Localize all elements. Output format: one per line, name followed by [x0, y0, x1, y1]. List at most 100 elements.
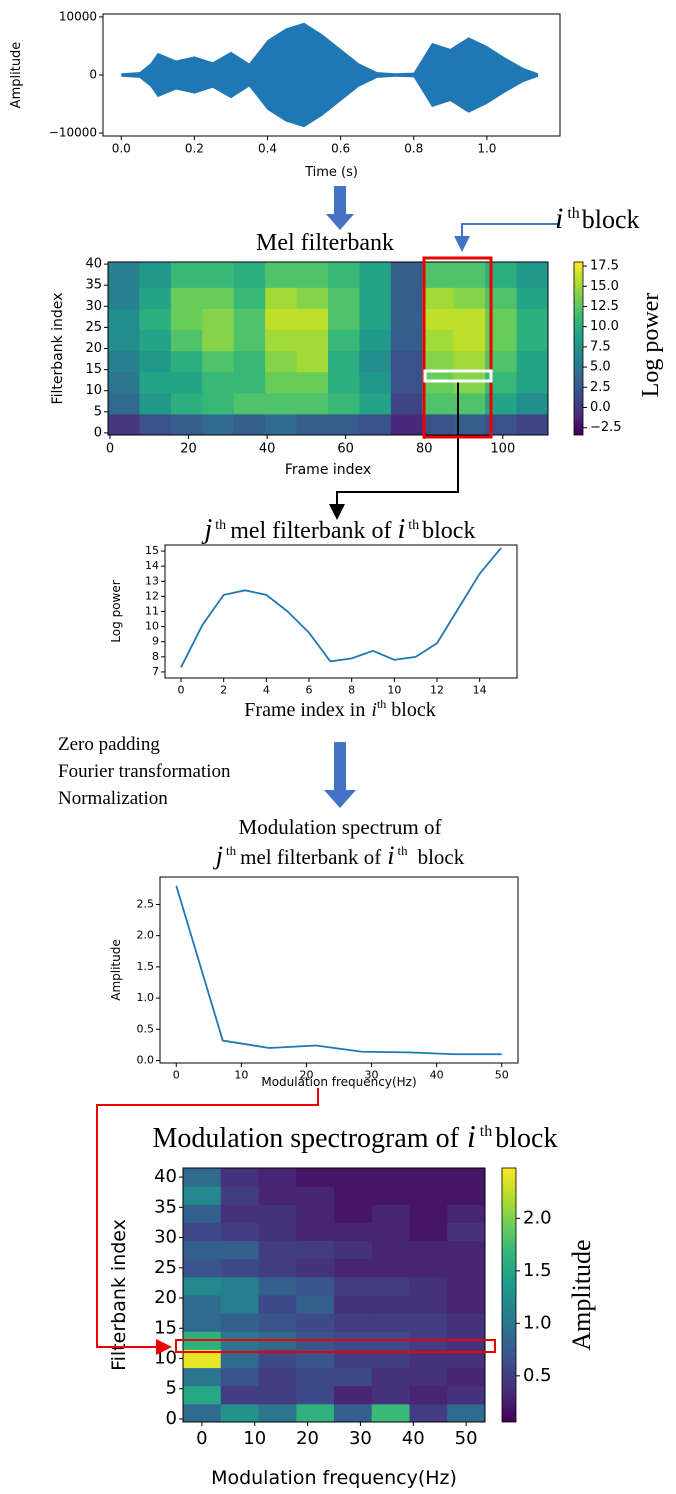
flow-arrow: [326, 186, 354, 230]
colorbar-label: Amplitude: [567, 1239, 596, 1350]
y-tick-label: 13: [145, 574, 159, 587]
heatmap-cell: [409, 1349, 448, 1369]
heatmap-cell: [453, 287, 486, 309]
heatmap-cell: [359, 308, 392, 331]
heatmap-cell: [422, 371, 455, 394]
heatmap-cell: [258, 1367, 297, 1387]
colorbar-tick-label: 2.5: [590, 380, 611, 395]
word: block: [418, 845, 465, 869]
heatmap-cell: [265, 262, 298, 288]
mod-title: Modulation spectrum of: [239, 815, 442, 839]
heatmap-cell: [371, 1349, 411, 1369]
colorbar-tick-label: 1.5: [523, 1260, 552, 1281]
heatmap-cell: [447, 1276, 486, 1296]
heatmap-cell: [390, 413, 423, 436]
waveform-envelope: [121, 22, 539, 75]
heatmap-cell: [328, 308, 360, 331]
word: mel filterbank of: [230, 518, 391, 544]
y-tick-label: 0.5: [137, 1022, 155, 1035]
heatmap-cell: [485, 287, 518, 309]
frame-axis-label: Frame index in ith block: [244, 697, 435, 721]
heatmap-cell: [170, 371, 203, 394]
word: Frame index in: [244, 699, 365, 721]
colorbar-tick-label: 15.0: [590, 279, 619, 294]
x-tick-label: 0.6: [331, 142, 350, 156]
heatmap-cell: [409, 1258, 448, 1278]
y-tick-label: 12: [145, 589, 159, 602]
heatmap-cell: [328, 262, 360, 288]
heatmap-cell: [371, 1295, 411, 1314]
y-tick-label: 9: [152, 635, 159, 648]
heatmap-cell: [447, 1349, 486, 1369]
word: block: [495, 1123, 557, 1154]
x-tick-label: 10: [234, 1069, 248, 1082]
index: i: [467, 1118, 476, 1154]
line: [180, 547, 502, 668]
heatmap-cell: [371, 1276, 411, 1296]
heatmap-cell: [258, 1385, 297, 1405]
y-tick-label: 2.5: [137, 897, 155, 910]
heatmap-cell: [371, 1204, 411, 1223]
superscript: th: [480, 1123, 492, 1140]
heatmap-cell: [233, 371, 266, 394]
y-tick-label: 40: [154, 1166, 177, 1187]
x-axis-label: Modulation frequency(Hz): [261, 1075, 416, 1089]
heatmap-cell: [447, 1385, 486, 1405]
index: i: [555, 202, 563, 235]
y-tick-label: 15: [145, 544, 159, 557]
heatmap-cell: [390, 350, 423, 373]
heatmap-cell: [296, 1276, 335, 1296]
heatmap-cell: [258, 1186, 297, 1205]
heatmap-cell: [447, 1204, 486, 1223]
x-tick-label: 50: [495, 1069, 509, 1082]
x-tick-label: 10: [243, 1428, 266, 1449]
heatmap-cell: [258, 1349, 297, 1369]
y-tick-label: 30: [154, 1227, 177, 1248]
heatmap-cell: [422, 413, 455, 436]
heatmap-cell: [447, 1222, 486, 1242]
index: j: [213, 841, 223, 870]
y-tick-label: 20: [85, 341, 102, 356]
heatmap-cell: [202, 350, 235, 373]
colorbar-tick-label: 7.5: [590, 339, 611, 354]
y-tick-label: 35: [85, 278, 102, 293]
heatmap-cell: [296, 1204, 335, 1223]
heatmap-cell: [233, 413, 266, 436]
heatmap-cell: [485, 392, 518, 415]
heatmap-cell: [220, 1349, 259, 1369]
heatmap-cell: [328, 371, 360, 394]
heatmap-cell: [447, 1240, 486, 1260]
heatmap-cell: [453, 350, 486, 373]
heatmap-cell: [183, 1385, 222, 1405]
heatmap-cell: [409, 1367, 448, 1387]
x-tick-label: 14: [473, 684, 487, 697]
heatmap-cell: [409, 1168, 448, 1187]
heatmap-cell: [233, 329, 266, 352]
heatmap-cell: [220, 1240, 259, 1260]
flow-arrow: [324, 742, 356, 808]
y-tick-label: 20: [154, 1287, 177, 1308]
colorbar-tick-label: 1.0: [523, 1312, 552, 1333]
heatmap-cell: [485, 413, 518, 436]
block-label: i thblock: [555, 202, 640, 235]
heatmap-cell: [108, 262, 140, 288]
heatmap-cell: [334, 1403, 373, 1423]
heatmap-cell: [334, 1258, 373, 1278]
heatmap-cell: [371, 1367, 411, 1387]
heatmap-cell: [296, 1295, 335, 1314]
heatmap-cell: [108, 350, 140, 373]
y-tick-label: 25: [85, 320, 102, 335]
heatmap-cell: [108, 329, 140, 352]
word: mel filterbank of: [240, 845, 381, 869]
heatmap-cell: [328, 392, 360, 415]
heatmap-cell: [390, 329, 423, 352]
heatmap-cell: [265, 350, 298, 373]
heatmap-cell: [108, 308, 140, 331]
heatmap-cell: [296, 392, 329, 415]
heatmap-cell: [183, 1186, 222, 1205]
y-tick-label: 7: [152, 665, 159, 678]
heatmap-cell: [453, 392, 486, 415]
heatmap-cell: [202, 308, 235, 331]
